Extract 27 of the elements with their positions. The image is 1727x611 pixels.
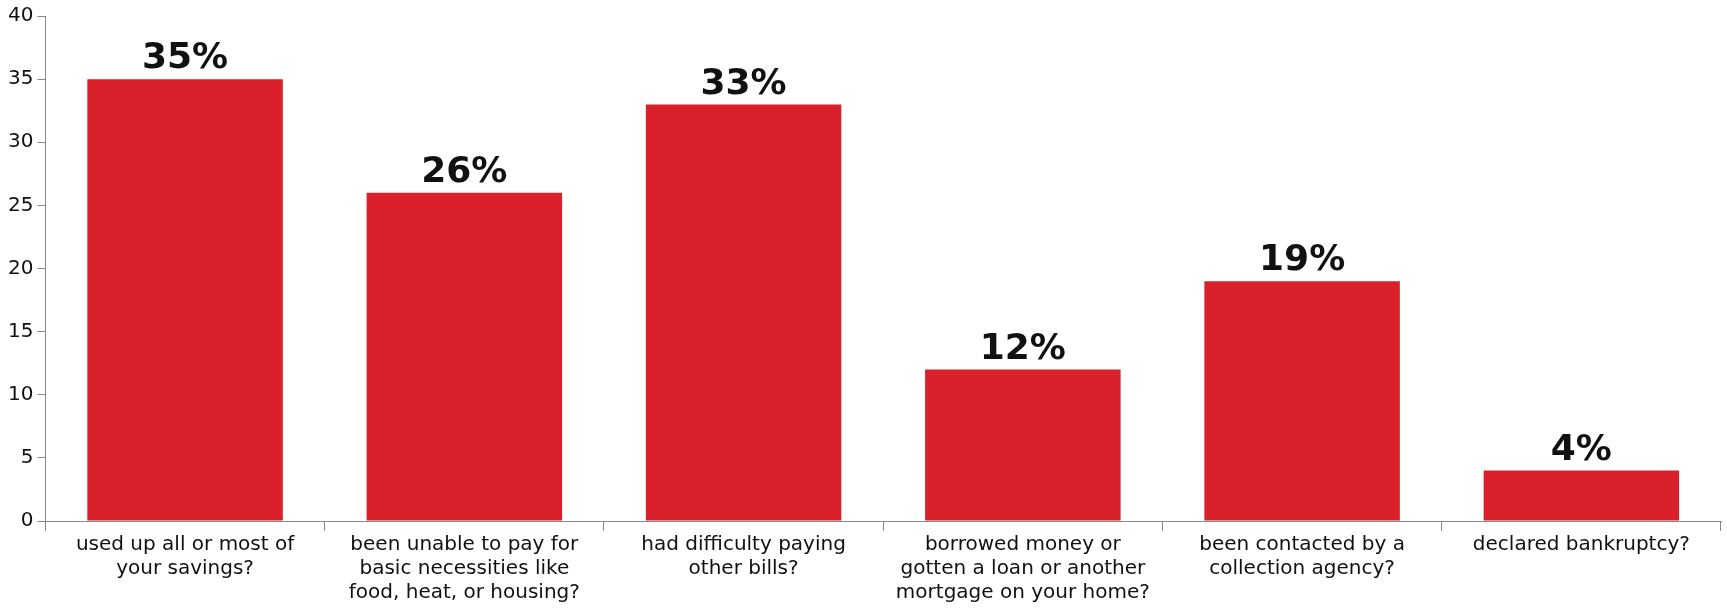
bar <box>645 104 842 521</box>
y-tick-label: 10 <box>8 380 34 405</box>
x-tick-label: declared bankruptcy? <box>1472 531 1690 556</box>
data-label: 26% <box>421 149 508 191</box>
data-label: 19% <box>1259 237 1346 279</box>
x-tick-label: been contacted by a collection agency? <box>1199 531 1405 580</box>
data-label: 33% <box>700 60 787 102</box>
bar <box>1204 281 1400 521</box>
y-tick-label: 5 <box>20 444 34 469</box>
y-tick-label: 0 <box>20 507 34 532</box>
bar <box>1483 470 1680 521</box>
x-tick-label: had difficulty paying other bills? <box>641 531 846 580</box>
data-label: 35% <box>141 35 229 77</box>
y-tick-label: 30 <box>8 128 34 153</box>
data-label: 12% <box>979 325 1066 367</box>
bar <box>87 79 283 521</box>
bar <box>925 369 1121 521</box>
x-tick-label: been unable to pay for basic necessities like food, heat, or housing? <box>348 531 580 604</box>
data-label: 4% <box>1550 426 1612 468</box>
y-tick-label: 35 <box>8 65 34 90</box>
bar <box>366 192 563 521</box>
x-tick-label: borrowed money or gotten a loan or another mortgage on your home? <box>895 531 1150 604</box>
y-tick-label: 15 <box>8 317 34 342</box>
y-tick-label: 25 <box>8 191 34 216</box>
y-tick-label: 20 <box>8 254 34 279</box>
y-tick-label: 40 <box>8 2 34 27</box>
x-tick-label: used up all or most of your savings? <box>75 531 296 580</box>
